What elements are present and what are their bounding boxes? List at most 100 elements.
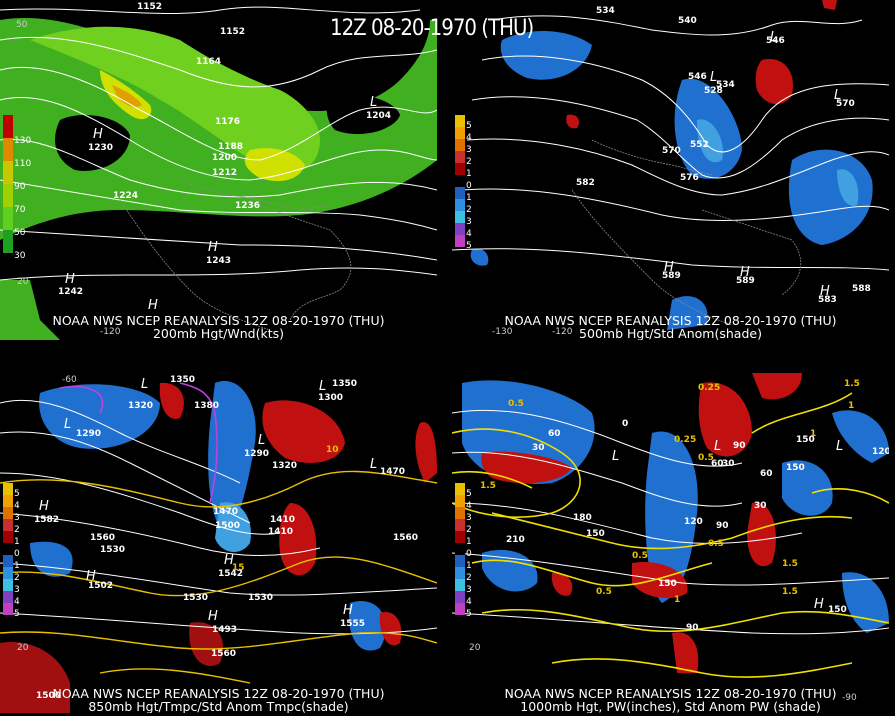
contour-label: 1350 <box>332 379 358 389</box>
contour-label: 582 <box>576 178 595 188</box>
contour-label: 1152 <box>137 2 163 12</box>
lon-label: -120 <box>100 327 121 337</box>
calm-region-east <box>326 93 400 135</box>
wind-shade-mid <box>30 26 320 174</box>
high-marker: H <box>208 609 218 624</box>
lat-label: 20 <box>17 643 29 653</box>
anom-pos-region <box>747 502 776 567</box>
anom-neg-core <box>837 169 859 206</box>
anom-neg-region <box>788 149 873 245</box>
contour-label: 1236 <box>235 201 261 211</box>
pw-label: 1 <box>674 595 681 605</box>
lat-label: 20 <box>17 277 29 287</box>
panel-850mb: 5 4 3 2 1 0 1 2 3 4 5 1350 1380 L 1320 L… <box>0 373 437 713</box>
contour-label: 1380 <box>194 401 220 411</box>
anom-pos-region <box>189 622 224 667</box>
contour-label: 150 <box>796 435 815 445</box>
pw-label: 0.5 <box>596 587 612 597</box>
main-title: 12Z 08-20-1970 (THU) <box>330 16 534 41</box>
caption-line2: 200mb Hgt/Wnd(kts) <box>152 326 284 341</box>
low-marker: L <box>714 439 722 454</box>
contour-label: 570 <box>836 99 855 109</box>
contour-label: 1224 <box>113 191 139 201</box>
contour-label: 120 <box>684 517 703 527</box>
anom-pos-small <box>551 572 573 596</box>
anom-pos-corner <box>822 0 837 10</box>
low-marker: L <box>770 30 778 45</box>
anom-pos-edge <box>752 373 802 400</box>
pw-label: 0.25 <box>674 435 697 445</box>
pw-label: 1.5 <box>782 587 798 597</box>
low-marker: L <box>370 457 378 472</box>
contour-label: 589 <box>736 276 755 286</box>
pw-anom-legend <box>455 483 465 615</box>
contour-label: 1560 <box>211 649 237 659</box>
pw-label: 0.5 <box>508 399 524 409</box>
contour-label: 552 <box>690 140 709 150</box>
low-marker: L <box>370 95 378 110</box>
low-marker: L <box>64 417 72 432</box>
pw-label: 1.5 <box>782 559 798 569</box>
pw-label: 0.5 <box>698 453 714 463</box>
anom-neg-region <box>30 541 73 577</box>
lat-label: 20 <box>469 643 481 653</box>
panel-200mb: 130 110 90 70 50 30 1152 1152 1164 1176 … <box>0 0 437 340</box>
contour-label: 1176 <box>215 117 241 127</box>
anom-neg-edge <box>832 410 889 463</box>
anom-pos-region <box>262 400 345 463</box>
high-marker: H <box>664 260 674 275</box>
wind-shade-south <box>0 280 60 340</box>
anom-neg-region <box>645 431 698 603</box>
contour-label: 1500 <box>36 691 62 701</box>
contour-label: 583 <box>818 295 837 305</box>
high-marker: H <box>86 569 96 584</box>
anom-pos-region <box>279 503 317 576</box>
contour-label: 1410 <box>268 527 294 537</box>
contour-label: 150 <box>828 605 847 615</box>
std-anom-legend <box>455 115 465 247</box>
lon-label: -90 <box>842 693 857 703</box>
low-marker: L <box>612 449 620 464</box>
contour-label: 120 <box>872 447 889 457</box>
contour-label: 1290 <box>244 449 270 459</box>
contour-label: 1582 <box>34 515 60 525</box>
high-marker: H <box>39 499 49 514</box>
high-marker: H <box>208 240 218 255</box>
high-marker: H <box>820 284 830 299</box>
contour-label: 1560 <box>90 533 116 543</box>
contour-label: 1542 <box>218 569 244 579</box>
caption-line2: 500mb Hgt/Std Anom(shade) <box>579 326 762 341</box>
contour-label: 30 <box>754 501 767 511</box>
wind-legend <box>3 115 13 253</box>
anom-neg-region <box>782 460 833 516</box>
pw-label: 1.5 <box>480 481 496 491</box>
contour-label: 60 <box>760 469 773 479</box>
anom-neg-core <box>215 502 251 553</box>
anom-pos-region <box>755 59 793 105</box>
coastlines <box>571 139 801 326</box>
high-marker: H <box>740 265 750 280</box>
anom-neg-region <box>500 30 592 80</box>
contour-label: 546 <box>688 72 707 82</box>
wind-legend-labels: 130 110 90 70 50 30 <box>14 136 32 261</box>
contour-label: 1530 <box>183 593 209 603</box>
pw-label: 0.5 <box>708 539 724 549</box>
contour-label: 1350 <box>170 375 196 385</box>
pw-label: 1 <box>848 401 855 411</box>
caption-line1: NOAA NWS NCEP REANALYSIS 12Z 08-20-1970 … <box>52 686 385 701</box>
caption-line1: NOAA NWS NCEP REANALYSIS 12Z 08-20-1970 … <box>52 313 385 328</box>
anom-neg-edge <box>842 572 889 633</box>
contour-label: 90 <box>733 441 746 451</box>
contour-label: 1320 <box>272 461 298 471</box>
low-marker: L <box>141 377 149 392</box>
freezing-contour <box>59 382 218 504</box>
low-marker: L <box>319 379 327 394</box>
temp-label: 10 <box>326 445 339 455</box>
contour-label: 1410 <box>270 515 296 525</box>
contour-label: 60 <box>711 459 724 469</box>
contour-label: 150 <box>658 579 677 589</box>
contour-label: 1502 <box>88 581 114 591</box>
contour-label: 1164 <box>196 57 222 67</box>
anom-neg-region <box>208 381 256 533</box>
contour-label: 570 <box>662 146 681 156</box>
